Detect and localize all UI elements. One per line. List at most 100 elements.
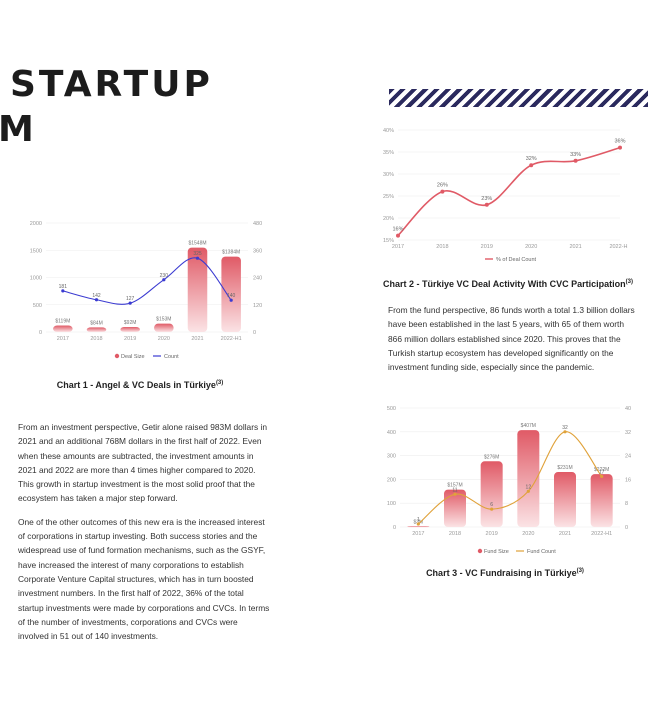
chart1-point: [195, 256, 200, 260]
chart3-caption-text: Chart 3 - VC Fundraising in Türkiye: [426, 568, 577, 578]
chart2-point-label: 36%: [614, 139, 625, 145]
chart1-caption-text: Chart 1 - Angel & VC Deals in Türkiye: [56, 380, 216, 390]
chart1-x-tick: 2020: [158, 336, 170, 342]
chart3-legend-line: Fund Count: [527, 549, 556, 555]
chart1-y-right-tick: 480: [253, 221, 262, 227]
chart3-point: [453, 492, 457, 496]
right-paragraph-1: From the fund perspective, 86 funds wort…: [388, 305, 635, 373]
chart2-y-tick: 20%: [383, 216, 394, 222]
chart3-vc-fundraising: 01002003004005000816243240$3M$157M$276M$…: [387, 406, 631, 555]
chart2-line: [397, 146, 621, 237]
chart2-x-tick: 2020: [525, 244, 537, 250]
chart1-x-tick: 2021: [191, 336, 203, 342]
chart1-legend-line: Count: [164, 354, 179, 360]
chart2-x-tick: 2021: [569, 244, 581, 250]
chart1-point: [162, 278, 166, 282]
chart1-caption: Chart 1 - Angel & VC Deals in Türkiye(3): [20, 380, 260, 390]
chart3-y-left-tick: 200: [387, 477, 396, 483]
chart2-y-tick: 25%: [383, 194, 394, 200]
chart3-bar-label: $231M: [557, 465, 572, 471]
chart1-point-label: 127: [126, 296, 135, 302]
chart3-y-right-tick: 16: [625, 477, 631, 483]
decorative-stripe: [389, 89, 648, 107]
chart2-caption-sup: (3): [625, 279, 633, 285]
chart1-bar-label: $92M: [124, 320, 137, 326]
chart1-x-tick: 2018: [90, 336, 102, 342]
chart3-x-tick: 2022-H1: [591, 531, 612, 537]
chart1-y-left-tick: 500: [33, 303, 42, 309]
chart3-bar: [444, 489, 466, 527]
heading-line-2: M: [0, 109, 37, 150]
chart2-point: [396, 233, 400, 238]
chart2-y-tick: 30%: [383, 172, 394, 178]
chart1-y-left-tick: 1500: [30, 248, 42, 254]
chart1-bar-label: $1548M: [188, 241, 206, 247]
chart2-point-label: 32%: [526, 156, 537, 162]
chart1-y-right-tick: 120: [253, 303, 262, 309]
chart1-point: [94, 298, 99, 302]
chart3-x-tick: 2017: [412, 531, 424, 537]
chart1-point: [128, 301, 132, 305]
chart1-legend-swatch-bar: [114, 353, 120, 359]
chart1-bar: [53, 325, 73, 332]
chart1-point-label: 325: [193, 251, 202, 257]
chart3-bar: [590, 474, 613, 527]
chart3-point-label: 32: [562, 425, 568, 431]
chart3-line: [417, 431, 603, 525]
chart3-point-label: 11: [452, 487, 457, 493]
chart3-bar: [480, 461, 503, 527]
right-column-text: From the fund perspective, 86 funds wort…: [388, 303, 638, 383]
chart1-y-right-tick: 360: [253, 248, 262, 254]
chart3-bar-label: $3M: [413, 519, 423, 525]
chart3-point: [563, 430, 567, 434]
chart2-point: [484, 202, 489, 207]
chart2-legend-label: % of Deal Count: [496, 257, 537, 263]
chart3-y-right-tick: 24: [625, 454, 631, 460]
chart3-point-label: 6: [490, 502, 493, 508]
chart1-point: [229, 298, 233, 302]
chart1-bar: [120, 326, 140, 332]
chart3-point-label: 17: [599, 469, 605, 475]
chart2-point: [529, 163, 534, 168]
chart3-x-tick: 2020: [522, 531, 534, 537]
chart2-y-tick: 15%: [383, 238, 394, 244]
chart3-y-left-tick: 400: [387, 430, 396, 436]
chart1-y-left-tick: 2000: [30, 221, 42, 227]
chart1-angel-vc-deals: 0 500 1000 1500 2000 0 120 240 360 480 $119M $84M $9…: [30, 221, 262, 360]
chart2-point: [618, 145, 622, 150]
chart3-point: [526, 489, 530, 493]
chart1-legend-bar: Deal Size: [121, 354, 145, 360]
chart1-point-label: 230: [160, 273, 169, 279]
chart3-x-tick: 2018: [449, 531, 461, 537]
chart3-legend-swatch-bar: [477, 548, 483, 554]
chart3-y-right-tick: 0: [625, 525, 628, 531]
chart2-x-tick: 2019: [481, 244, 493, 250]
chart2-x-tick: 2017: [392, 244, 404, 250]
chart2-caption-text: Chart 2 - Türkiye VC Deal Activity With …: [383, 279, 626, 289]
chart2-cvc-participation: 15% 20% 25% 30% 35% 40% 16% 26% 23% 32% 33% 36% 2017…: [383, 128, 628, 263]
chart3-bar-label: $276M: [484, 454, 499, 460]
chart3-y-right-tick: 40: [625, 406, 631, 412]
chart1-y-right-tick: 0: [253, 330, 256, 336]
chart2-x-tick: 2018: [436, 244, 448, 250]
chart3-y-left-tick: 0: [393, 525, 396, 531]
heading-line-1: STARTUP: [10, 64, 213, 105]
chart1-y-left-tick: 1000: [30, 276, 42, 282]
chart3-point-label: 1: [417, 517, 420, 523]
chart3-bar: [554, 472, 576, 527]
chart3-y-right-tick: 8: [625, 501, 628, 507]
chart2-y-tick: 40%: [383, 128, 394, 134]
chart1-bar-label: $153M: [156, 317, 171, 323]
chart3-point: [600, 474, 604, 479]
chart1-bar-label: $119M: [55, 319, 70, 325]
chart3-caption: Chart 3 - VC Fundraising in Türkiye(3): [380, 568, 630, 578]
chart2-point-label: 16%: [392, 227, 403, 233]
left-column-text: From an investment perspective, Getir al…: [18, 420, 270, 652]
chart3-bar: [517, 430, 540, 527]
chart3-point-label: 12: [526, 484, 532, 490]
chart1-line: [62, 257, 232, 305]
chart2-y-tick: 35%: [383, 150, 394, 156]
chart3-caption-sup: (3): [576, 568, 584, 574]
chart1-bar: [86, 327, 107, 332]
chart3-bar: [407, 526, 430, 528]
